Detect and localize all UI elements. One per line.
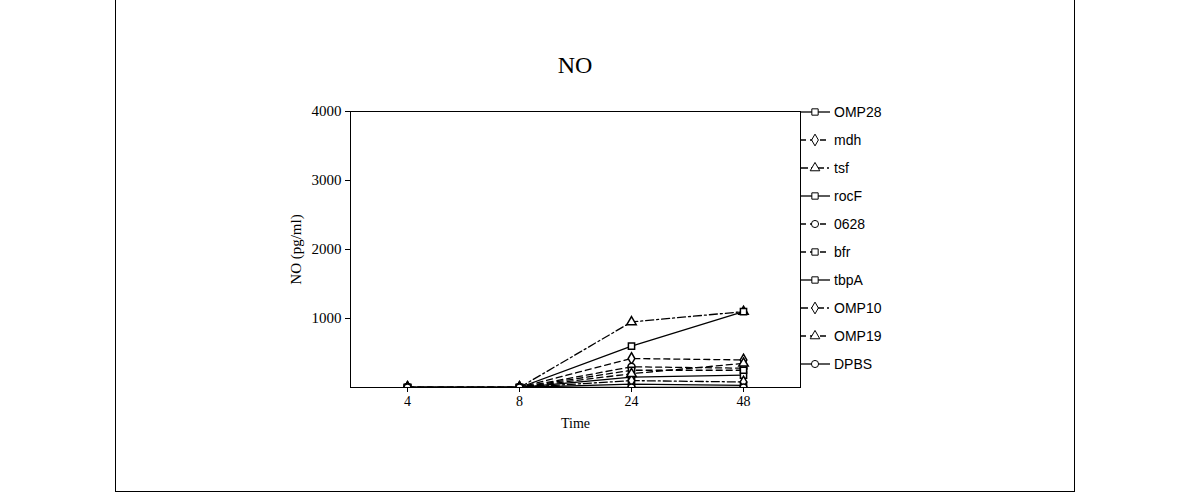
html-text:OMP19: OMP19	[834, 328, 882, 344]
svg-text:4000: 4000	[312, 103, 342, 119]
svg-text:Time: Time	[561, 416, 590, 431]
svg-text:24: 24	[625, 394, 639, 409]
svg-text:4: 4	[404, 394, 411, 409]
svg-text:2000: 2000	[312, 241, 342, 257]
html-text:mdh: mdh	[834, 132, 862, 148]
svg-text:3000: 3000	[312, 172, 342, 188]
html-text:DPBS: DPBS	[834, 356, 873, 372]
svg-text:NO (pg/ml): NO (pg/ml)	[288, 214, 305, 284]
svg-text:48: 48	[737, 394, 751, 409]
html-text:rocF: rocF	[834, 188, 862, 204]
html-text:OMP10: OMP10	[834, 300, 882, 316]
svg-text:8: 8	[516, 394, 523, 409]
html-text:tbpA: tbpA	[834, 272, 863, 288]
html-text:tsf: tsf	[834, 160, 849, 176]
html-text:NO: NO	[557, 52, 593, 78]
html-text:OMP28: OMP28	[834, 104, 882, 120]
html-text:bfr: bfr	[834, 244, 851, 260]
svg-text:1000: 1000	[312, 310, 342, 326]
html-text:0628: 0628	[834, 216, 866, 232]
